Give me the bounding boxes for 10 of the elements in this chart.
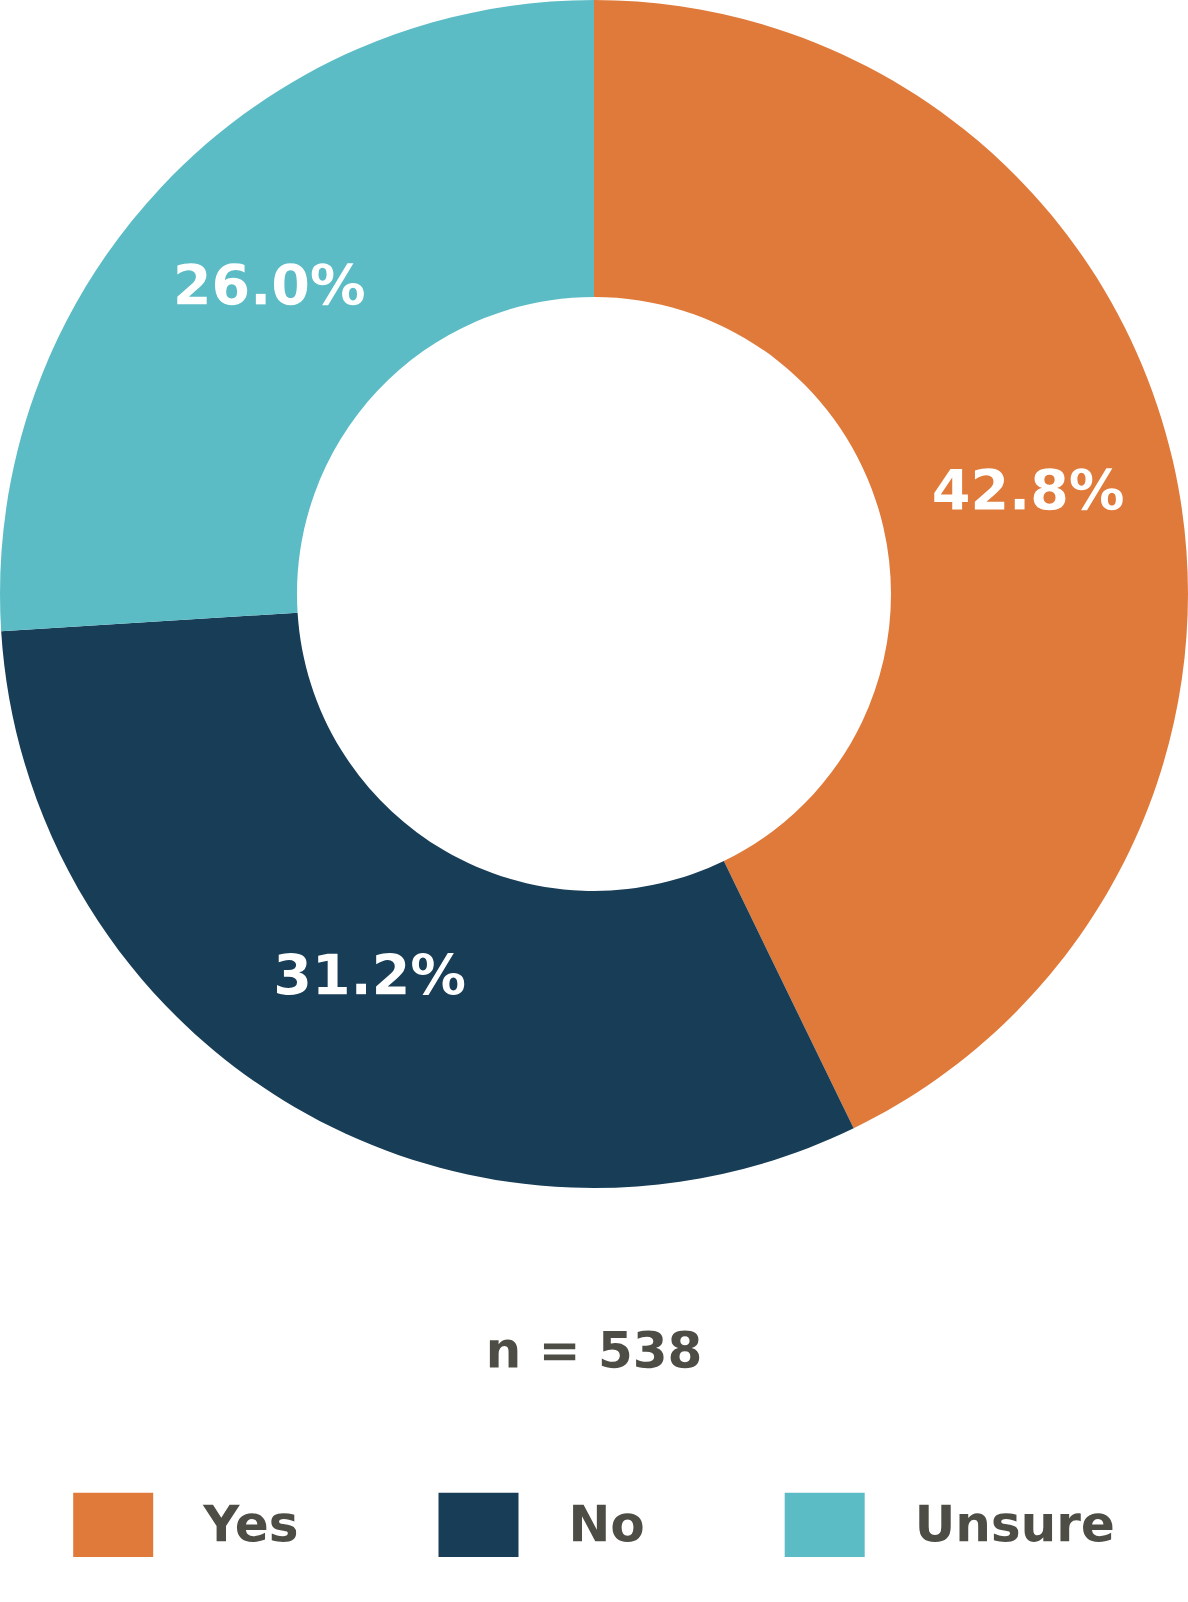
data-label: 31.2% bbox=[276, 952, 465, 995]
data-label: 26.0% bbox=[177, 263, 364, 306]
data-label: 42.8% bbox=[934, 468, 1123, 511]
legend-label: No bbox=[573, 1504, 643, 1542]
legend-label: Yes bbox=[202, 1504, 297, 1542]
donut-slice bbox=[1, 612, 854, 1188]
donut-slice bbox=[0, 0, 594, 632]
text: n = 538 bbox=[489, 1330, 700, 1369]
legend-label: Unsure bbox=[919, 1504, 1113, 1542]
donut-slice bbox=[594, 0, 1188, 1129]
